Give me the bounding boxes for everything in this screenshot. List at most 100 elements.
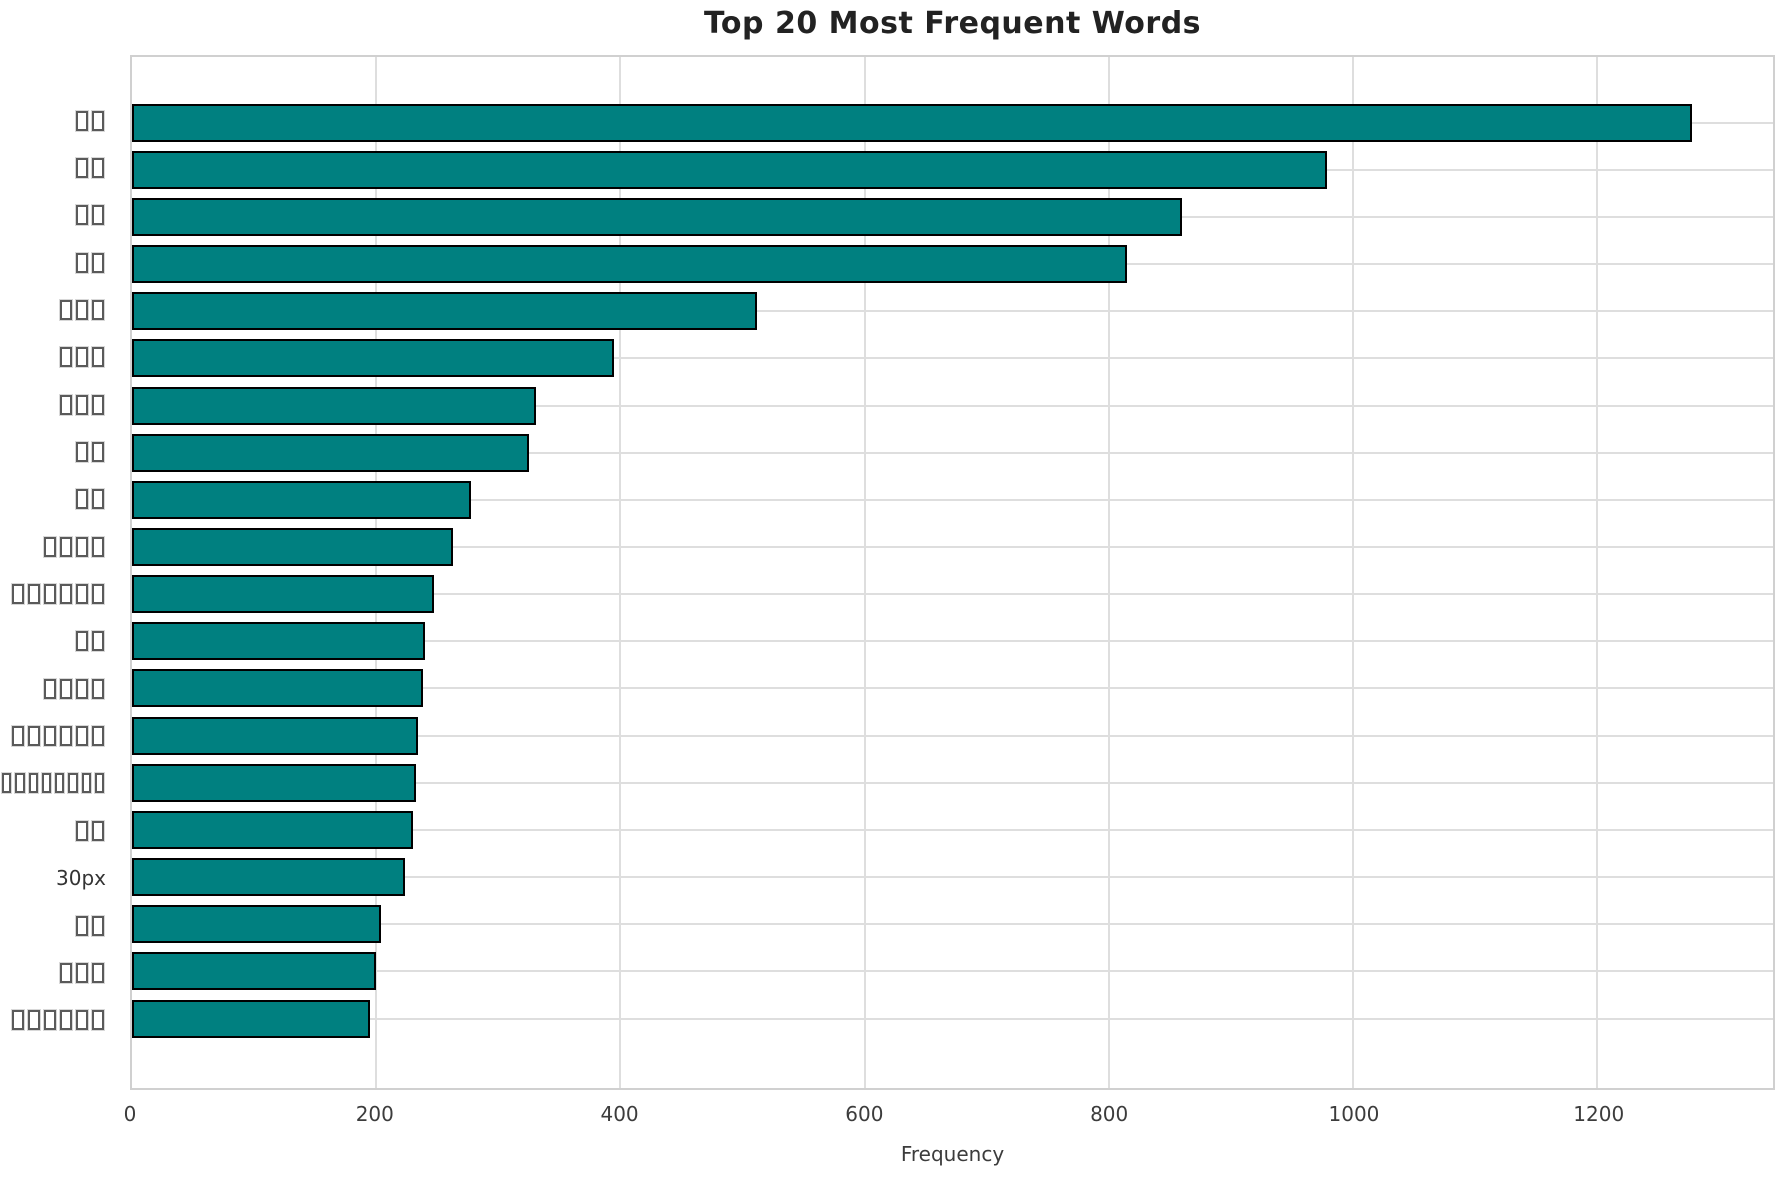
missing-glyph-box xyxy=(44,536,56,557)
y-tick-label xyxy=(0,97,118,144)
v-gridline xyxy=(1107,57,1110,1088)
h-gridline xyxy=(132,734,1773,737)
y-tick-label xyxy=(0,570,118,617)
y-tick-label xyxy=(0,902,118,949)
missing-glyph-box xyxy=(76,489,88,510)
y-tick-label xyxy=(0,334,118,381)
missing-glyph-box xyxy=(12,584,24,605)
missing-glyph-box xyxy=(76,205,88,226)
missing-glyph-box xyxy=(92,110,104,131)
v-gridline xyxy=(619,57,622,1088)
bar xyxy=(132,527,454,566)
missing-glyph-box xyxy=(92,726,104,747)
bar-row xyxy=(132,759,1773,806)
missing-glyph-box xyxy=(28,773,38,794)
missing-glyph-box xyxy=(76,962,88,983)
missing-glyph-box xyxy=(76,394,88,415)
bar xyxy=(132,952,377,991)
bar xyxy=(132,292,758,331)
missing-glyph-box xyxy=(76,110,88,131)
bar xyxy=(132,245,1128,284)
h-gridline xyxy=(132,687,1773,690)
y-tick-label xyxy=(0,476,118,523)
missing-glyph-box xyxy=(92,205,104,226)
x-tick-label: 600 xyxy=(845,1102,884,1126)
missing-glyph-box xyxy=(68,773,78,794)
bar-row xyxy=(132,665,1773,712)
bar-row xyxy=(132,523,1773,570)
bar-row xyxy=(132,240,1773,287)
h-gridline xyxy=(132,876,1773,879)
missing-glyph-box xyxy=(41,773,51,794)
y-tick-label xyxy=(0,665,118,712)
missing-glyph-box xyxy=(76,1010,88,1031)
missing-glyph-box xyxy=(60,394,72,415)
bar-row xyxy=(132,901,1773,948)
missing-glyph-box xyxy=(44,726,56,747)
h-gridline xyxy=(132,545,1773,548)
x-tick-label: 1000 xyxy=(1328,1102,1380,1126)
bar xyxy=(132,150,1328,189)
bar-row xyxy=(132,288,1773,335)
bar xyxy=(132,810,413,849)
x-tick-label: 0 xyxy=(123,1102,137,1126)
missing-glyph-box xyxy=(76,631,88,652)
missing-glyph-box xyxy=(44,1010,56,1031)
missing-glyph-box xyxy=(15,773,25,794)
bar-rows xyxy=(132,57,1773,1088)
bar-row xyxy=(132,146,1773,193)
missing-glyph-box xyxy=(76,536,88,557)
missing-glyph-box xyxy=(92,631,104,652)
y-tick-label xyxy=(0,286,118,333)
x-tick-label: 400 xyxy=(600,1102,639,1126)
bar xyxy=(132,999,371,1038)
missing-glyph-box xyxy=(76,584,88,605)
bar xyxy=(132,197,1183,236)
missing-glyph-box xyxy=(92,915,104,936)
missing-glyph-box xyxy=(92,584,104,605)
bar xyxy=(132,575,434,614)
missing-glyph-box xyxy=(76,820,88,841)
missing-glyph-box xyxy=(92,820,104,841)
bar xyxy=(132,339,615,378)
missing-glyph-box xyxy=(28,726,40,747)
bar xyxy=(132,480,472,519)
h-gridline xyxy=(132,970,1773,973)
x-tick-label: 1200 xyxy=(1573,1102,1625,1126)
y-tick-label xyxy=(0,760,118,807)
bar xyxy=(132,433,529,472)
missing-glyph-box xyxy=(92,158,104,179)
v-gridline xyxy=(1351,57,1354,1088)
y-tick-label xyxy=(0,712,118,759)
missing-glyph-box xyxy=(12,726,24,747)
bar xyxy=(132,858,406,897)
y-tick-label xyxy=(0,997,118,1044)
bar-row xyxy=(132,995,1773,1042)
missing-glyph-box xyxy=(76,252,88,273)
bar-row xyxy=(132,854,1773,901)
missing-glyph-box xyxy=(60,300,72,321)
y-tick-label xyxy=(0,618,118,665)
h-gridline xyxy=(132,1017,1773,1020)
h-gridline xyxy=(132,451,1773,454)
y-tick-label: 30px xyxy=(56,866,106,891)
missing-glyph-box xyxy=(92,347,104,368)
missing-glyph-box xyxy=(44,584,56,605)
bar xyxy=(132,103,1693,142)
missing-glyph-box xyxy=(76,347,88,368)
y-tick-label xyxy=(0,807,118,854)
missing-glyph-box xyxy=(76,915,88,936)
v-gridline xyxy=(375,57,378,1088)
v-gridline xyxy=(863,57,866,1088)
h-gridline xyxy=(132,593,1773,596)
missing-glyph-box xyxy=(92,536,104,557)
plot-area xyxy=(130,55,1775,1090)
bar xyxy=(132,716,418,755)
missing-glyph-box xyxy=(12,1010,24,1031)
missing-glyph-box xyxy=(92,442,104,463)
missing-glyph-box xyxy=(81,773,91,794)
missing-glyph-box xyxy=(92,678,104,699)
h-gridline xyxy=(132,498,1773,501)
bar-row xyxy=(132,335,1773,382)
